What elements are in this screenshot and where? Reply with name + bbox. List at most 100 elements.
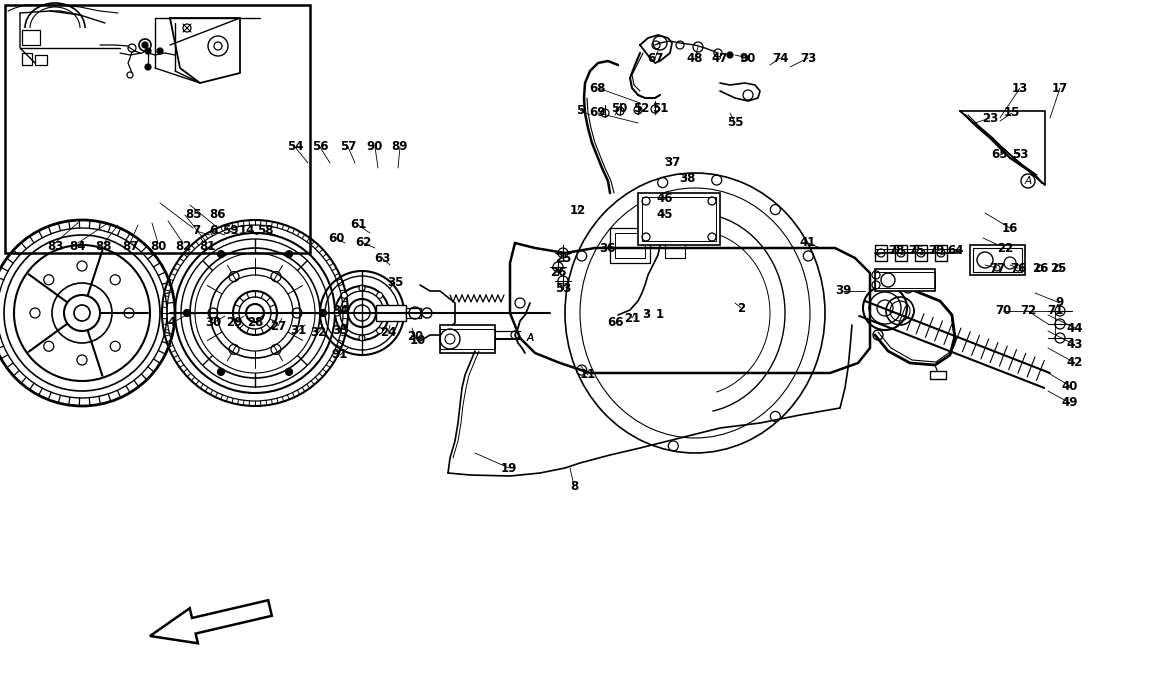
Circle shape [217,251,224,257]
Text: 60: 60 [328,232,344,245]
Text: 70: 70 [995,305,1011,318]
FancyArrow shape [150,600,271,643]
Bar [610,228,650,263]
Text: 73: 73 [800,51,816,64]
Circle shape [359,285,365,291]
Text: 40: 40 [1061,380,1079,393]
Text: 48: 48 [687,51,704,64]
Text: 77: 77 [989,262,1005,275]
Text: 72: 72 [1020,305,1036,318]
Text: 63: 63 [374,251,390,264]
Bar [875,245,887,261]
Text: 23: 23 [982,111,998,124]
Text: 47: 47 [712,51,728,64]
Text: 29: 29 [225,316,243,329]
Text: 20: 20 [407,329,423,342]
Text: 10: 10 [409,335,427,348]
Circle shape [320,309,327,316]
Text: 89: 89 [392,141,408,154]
Text: 1: 1 [656,309,664,322]
Text: 3: 3 [642,309,650,322]
Bar [406,308,421,318]
Text: 32: 32 [309,326,327,339]
Text: 19: 19 [500,462,518,475]
Circle shape [184,309,191,316]
Text: 81: 81 [199,240,215,253]
Text: 43: 43 [1067,339,1083,352]
Text: 57: 57 [339,141,356,154]
Bar [638,193,720,245]
Circle shape [141,42,148,48]
Circle shape [145,48,151,54]
Bar [22,30,40,45]
Text: 56: 56 [312,141,328,154]
Text: 67: 67 [646,51,664,64]
Text: 46: 46 [657,191,673,204]
Text: 74: 74 [772,51,788,64]
Text: 85: 85 [185,208,201,221]
Text: 65: 65 [991,148,1009,161]
Text: 12: 12 [570,204,586,217]
Text: 82: 82 [175,240,191,253]
Text: 37: 37 [664,156,680,169]
Text: 9: 9 [1056,296,1064,309]
Text: 8: 8 [570,479,578,492]
Text: 51: 51 [652,102,668,115]
Text: 25: 25 [554,251,572,264]
Text: 68: 68 [590,81,606,94]
Text: 66: 66 [607,316,624,329]
Text: 49: 49 [1061,397,1079,410]
Bar [895,245,907,261]
Text: A: A [527,333,534,343]
Bar [5,5,311,253]
Text: 11: 11 [580,369,596,382]
Text: 64: 64 [948,245,964,257]
Text: 52: 52 [632,102,650,115]
Text: 50: 50 [611,102,627,115]
Text: 33: 33 [332,324,348,337]
Bar [22,53,32,65]
Bar [969,245,1025,275]
Bar [665,238,685,258]
Text: 36: 36 [599,242,615,255]
Text: A: A [527,333,534,343]
Text: 62: 62 [355,236,371,249]
Text: 45: 45 [657,208,673,221]
Text: 16: 16 [1002,221,1018,234]
Bar [915,245,927,261]
Circle shape [342,292,347,298]
Circle shape [285,251,292,257]
Text: 84: 84 [70,240,86,253]
Text: 91: 91 [332,348,348,361]
Circle shape [342,328,347,334]
Circle shape [384,310,390,316]
Text: 55: 55 [727,117,743,130]
Text: 79: 79 [928,245,944,257]
Text: 80: 80 [150,240,167,253]
Text: 26: 26 [550,266,566,279]
Text: 38: 38 [678,171,696,184]
Text: A: A [1025,176,1032,186]
Text: 14: 14 [239,225,255,238]
Text: 30: 30 [205,316,221,329]
Text: 83: 83 [47,240,63,253]
Text: 24: 24 [380,326,397,339]
Bar [440,329,494,349]
Text: 5: 5 [576,104,584,117]
Circle shape [377,292,383,298]
Text: 44: 44 [1067,322,1083,335]
Bar [642,197,716,241]
Text: 88: 88 [95,240,113,253]
Text: 61: 61 [350,219,366,232]
Text: 21: 21 [623,311,641,324]
Circle shape [334,310,340,316]
Circle shape [727,52,733,58]
Text: 54: 54 [286,141,304,154]
Text: 25: 25 [1050,262,1066,275]
Circle shape [377,328,383,334]
Circle shape [217,368,224,376]
Text: 69: 69 [590,107,606,120]
Text: 13: 13 [1012,81,1028,94]
Circle shape [359,335,365,341]
Text: 17: 17 [1052,81,1068,94]
